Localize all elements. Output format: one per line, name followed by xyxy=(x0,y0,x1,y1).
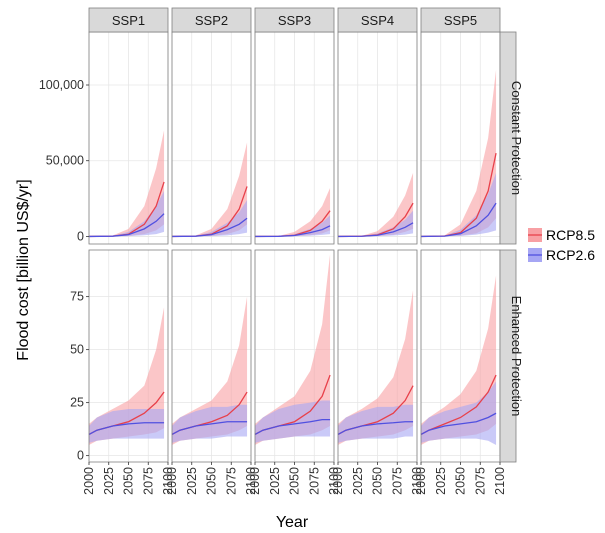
rcp85-band xyxy=(255,187,331,237)
strip-label-ssp1: SSP1 xyxy=(112,13,145,28)
y-tick-label: 0 xyxy=(77,449,84,463)
y-tick-label: 0 xyxy=(77,229,84,243)
x-tick-label: 2000 xyxy=(82,467,96,495)
legend-label-0: RCP8.5 xyxy=(546,227,595,243)
rcp26-median-line xyxy=(171,217,248,238)
strip-label-ssp2: SSP2 xyxy=(195,13,228,28)
rcp26-median-line xyxy=(337,421,414,436)
rcp26-median-line xyxy=(420,412,497,436)
strip-label-ssp3: SSP3 xyxy=(278,13,311,28)
panel-ssp3-row-1 xyxy=(254,249,335,463)
legend: RCP8.5 RCP2.6 xyxy=(528,227,595,263)
rcp85-band xyxy=(255,254,331,446)
rcp26-band xyxy=(89,409,165,443)
x-tick-label: 2050 xyxy=(371,467,385,495)
panel-ssp4-row-1 xyxy=(337,249,418,463)
x-tick-label: 2050 xyxy=(122,467,136,495)
x-tick-label: 2075 xyxy=(390,467,404,495)
x-tick-label: 2025 xyxy=(268,467,282,495)
strip-label-ssp5: SSP5 xyxy=(444,13,477,28)
y-tick-label: 25 xyxy=(70,396,84,410)
panel-ssp2-row-0 xyxy=(171,31,252,245)
panels-layer xyxy=(88,31,501,463)
x-tick-label: 2050 xyxy=(454,467,468,495)
x-tick-label: 2000 xyxy=(248,467,262,495)
x-tick-label: 2075 xyxy=(141,467,155,495)
rcp85-band xyxy=(338,290,414,446)
rcp26-median-line xyxy=(88,422,165,436)
strip-label-ssp4: SSP4 xyxy=(361,13,394,28)
x-tick-label: 2075 xyxy=(473,467,487,495)
y-tick-label: 100,000 xyxy=(39,78,84,92)
x-tick-label: 2025 xyxy=(434,467,448,495)
row-strip-label-1: Enhanced Protection xyxy=(509,296,524,417)
panel-ssp5-row-1 xyxy=(420,249,501,463)
x-tick-label: 2025 xyxy=(351,467,365,495)
row-strip-label-0: Constant Protection xyxy=(509,81,524,195)
x-axis-title: Year xyxy=(276,514,309,531)
x-tick-label: 2100 xyxy=(410,467,424,495)
x-tick-label: 2075 xyxy=(224,467,238,495)
rcp26-band xyxy=(421,381,497,446)
x-tick-label: 2075 xyxy=(307,467,321,495)
x-tick-label: 2100 xyxy=(327,467,341,495)
x-tick-label: 2000 xyxy=(414,467,428,495)
y-tick-label: 50 xyxy=(70,343,84,357)
rcp26-median-line xyxy=(171,421,248,436)
strip-ssp3 xyxy=(254,7,335,33)
x-tick-label: 2100 xyxy=(493,467,507,495)
rcp26-band xyxy=(338,210,414,237)
legend-label-1: RCP2.6 xyxy=(546,247,595,263)
rcp26-median-line xyxy=(254,225,331,238)
rcp26-median-line xyxy=(88,213,165,238)
strip-ssp1 xyxy=(88,7,169,33)
x-tick-label: 2000 xyxy=(165,467,179,495)
row-strip-1 xyxy=(499,249,517,463)
rcp85-band xyxy=(172,142,248,237)
x-tick-label: 2025 xyxy=(102,467,116,495)
rcp26-band xyxy=(172,200,248,237)
rcp26-median-line xyxy=(254,418,331,436)
strip-ssp5 xyxy=(420,7,501,33)
panel-ssp2-row-1 xyxy=(171,249,252,463)
x-tick-label: 2025 xyxy=(185,467,199,495)
rcp26-band xyxy=(421,172,497,237)
x-tick-label: 2050 xyxy=(288,467,302,495)
x-tick-label: 2100 xyxy=(244,467,258,495)
strip-ssp2 xyxy=(171,7,252,33)
x-tick-label: 2100 xyxy=(161,467,175,495)
panel-ssp4-row-0 xyxy=(337,31,418,245)
rcp26-band xyxy=(89,191,165,237)
rcp85-band xyxy=(421,69,497,237)
rcp85-band xyxy=(338,172,414,237)
rcp26-band xyxy=(255,215,331,237)
panel-ssp3-row-0 xyxy=(254,31,335,245)
y-tick-label: 50,000 xyxy=(46,154,84,168)
x-tick-label: 2050 xyxy=(205,467,219,495)
rcp26-median-line xyxy=(337,222,414,238)
panel-ssp1-row-0 xyxy=(88,31,169,245)
strip-ssp4 xyxy=(337,7,418,33)
x-tick-label: 2000 xyxy=(331,467,345,495)
rcp85-band xyxy=(89,130,165,237)
rcp26-median-line xyxy=(420,202,497,238)
strips-layer: SSP1 SSP2 SSP3 SSP4 SSP5 Constant Protection E… xyxy=(88,7,524,463)
y-tick-label: 75 xyxy=(70,290,84,304)
row-strip-0 xyxy=(499,31,517,245)
panel-ssp1-row-1 xyxy=(88,249,169,463)
y-axis-title: Flood cost [billion US$/yr] xyxy=(15,179,32,360)
panel-ssp5-row-0 xyxy=(420,31,501,245)
